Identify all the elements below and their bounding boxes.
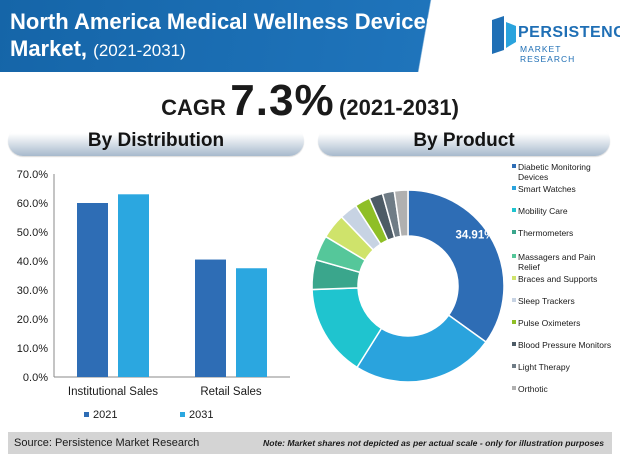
legend-item: Sleep Trackers — [512, 296, 618, 306]
cagr-value: 7.3% — [230, 76, 335, 125]
y-tick-label: 20.0% — [17, 314, 48, 326]
legend-item: Smart Watches — [512, 184, 618, 194]
x-category-label: Institutional Sales — [68, 386, 158, 398]
legend-swatch — [512, 386, 516, 390]
y-tick-label: 60.0% — [17, 198, 48, 210]
legend-item: Blood Pressure Monitors — [512, 340, 618, 350]
logo-word: PERSISTENCE — [518, 24, 620, 41]
page-title: North America Medical Wellness Devices M… — [10, 8, 450, 64]
legend-item: Diabetic Monitoring Devices — [512, 162, 618, 182]
legend-label: Thermometers — [518, 228, 574, 238]
legend-label: Braces and Supports — [518, 274, 598, 284]
legend-swatch — [512, 342, 516, 346]
bar — [77, 203, 108, 377]
legend-label: Blood Pressure Monitors — [518, 340, 612, 350]
pie-slice — [355, 314, 488, 383]
legend-label: 2021 — [93, 409, 117, 421]
cagr-period: (2021-2031) — [339, 95, 459, 120]
legend-label: Pulse Oximeters — [518, 318, 581, 328]
distribution-panel-title: By Distribution — [8, 126, 304, 156]
bar — [118, 194, 149, 377]
legend-swatch — [512, 276, 516, 280]
legend-swatch — [84, 412, 89, 417]
legend-label: Mobility Care — [518, 206, 568, 216]
product-panel-title: By Product — [318, 126, 610, 156]
y-tick-label: 0.0% — [23, 372, 48, 384]
source-text: Source: Persistence Market Research — [14, 437, 200, 449]
legend-item: Massagers and Pain Relief — [512, 252, 618, 272]
legend-label: Light Therapy — [518, 362, 570, 372]
y-tick-label: 40.0% — [17, 256, 48, 268]
legend-label: Orthotic — [518, 384, 548, 394]
legend-swatch — [512, 364, 516, 368]
legend-item: Mobility Care — [512, 206, 618, 216]
cagr-label: CAGR — [161, 95, 226, 120]
persistence-logo: PERSISTENCE MARKET RESEARCH — [486, 6, 620, 66]
footer-bar: Source: Persistence Market Research Note… — [8, 432, 612, 454]
bar — [195, 259, 226, 377]
x-category-label: Retail Sales — [200, 386, 262, 398]
legend-item: Thermometers — [512, 228, 618, 238]
legend-swatch — [512, 320, 516, 324]
pie-slice — [407, 189, 505, 344]
disclaimer-note: Note: Market shares not depicted as per … — [263, 438, 604, 448]
legend-swatch — [512, 298, 516, 302]
y-tick-label: 50.0% — [17, 227, 48, 239]
legend-label: Diabetic Monitoring Devices — [518, 162, 591, 182]
logo-subtitle: MARKET RESEARCH — [520, 44, 576, 64]
legend-swatch — [180, 412, 185, 417]
title-main: North America Medical Wellness Devices M… — [10, 9, 438, 61]
legend-label: Massagers and Pain Relief — [518, 252, 596, 272]
y-tick-label: 70.0% — [17, 169, 48, 181]
legend-label: Sleep Trackers — [518, 296, 575, 306]
y-tick-label: 30.0% — [17, 285, 48, 297]
title-years: (2021-2031) — [93, 41, 186, 60]
legend-swatch — [512, 186, 516, 190]
legend-item: Light Therapy — [512, 362, 618, 372]
legend-label: 2031 — [189, 409, 213, 421]
legend-label: Smart Watches — [518, 184, 576, 194]
legend-swatch — [512, 254, 516, 258]
cagr-headline: CAGR 7.3% (2021-2031) — [0, 76, 620, 126]
legend-item: Braces and Supports — [512, 274, 618, 284]
legend-item: Orthotic — [512, 384, 618, 394]
y-tick-label: 10.0% — [17, 343, 48, 355]
pie-data-label: 34.91% — [455, 230, 494, 242]
legend-item: Pulse Oximeters — [512, 318, 618, 328]
legend-swatch — [512, 164, 516, 168]
legend-swatch — [512, 230, 516, 234]
bar — [236, 268, 267, 377]
logo-mark-icon — [492, 16, 516, 54]
title-banner: North America Medical Wellness Devices M… — [0, 0, 620, 72]
legend-swatch — [512, 208, 516, 212]
pie-slice — [393, 189, 409, 238]
